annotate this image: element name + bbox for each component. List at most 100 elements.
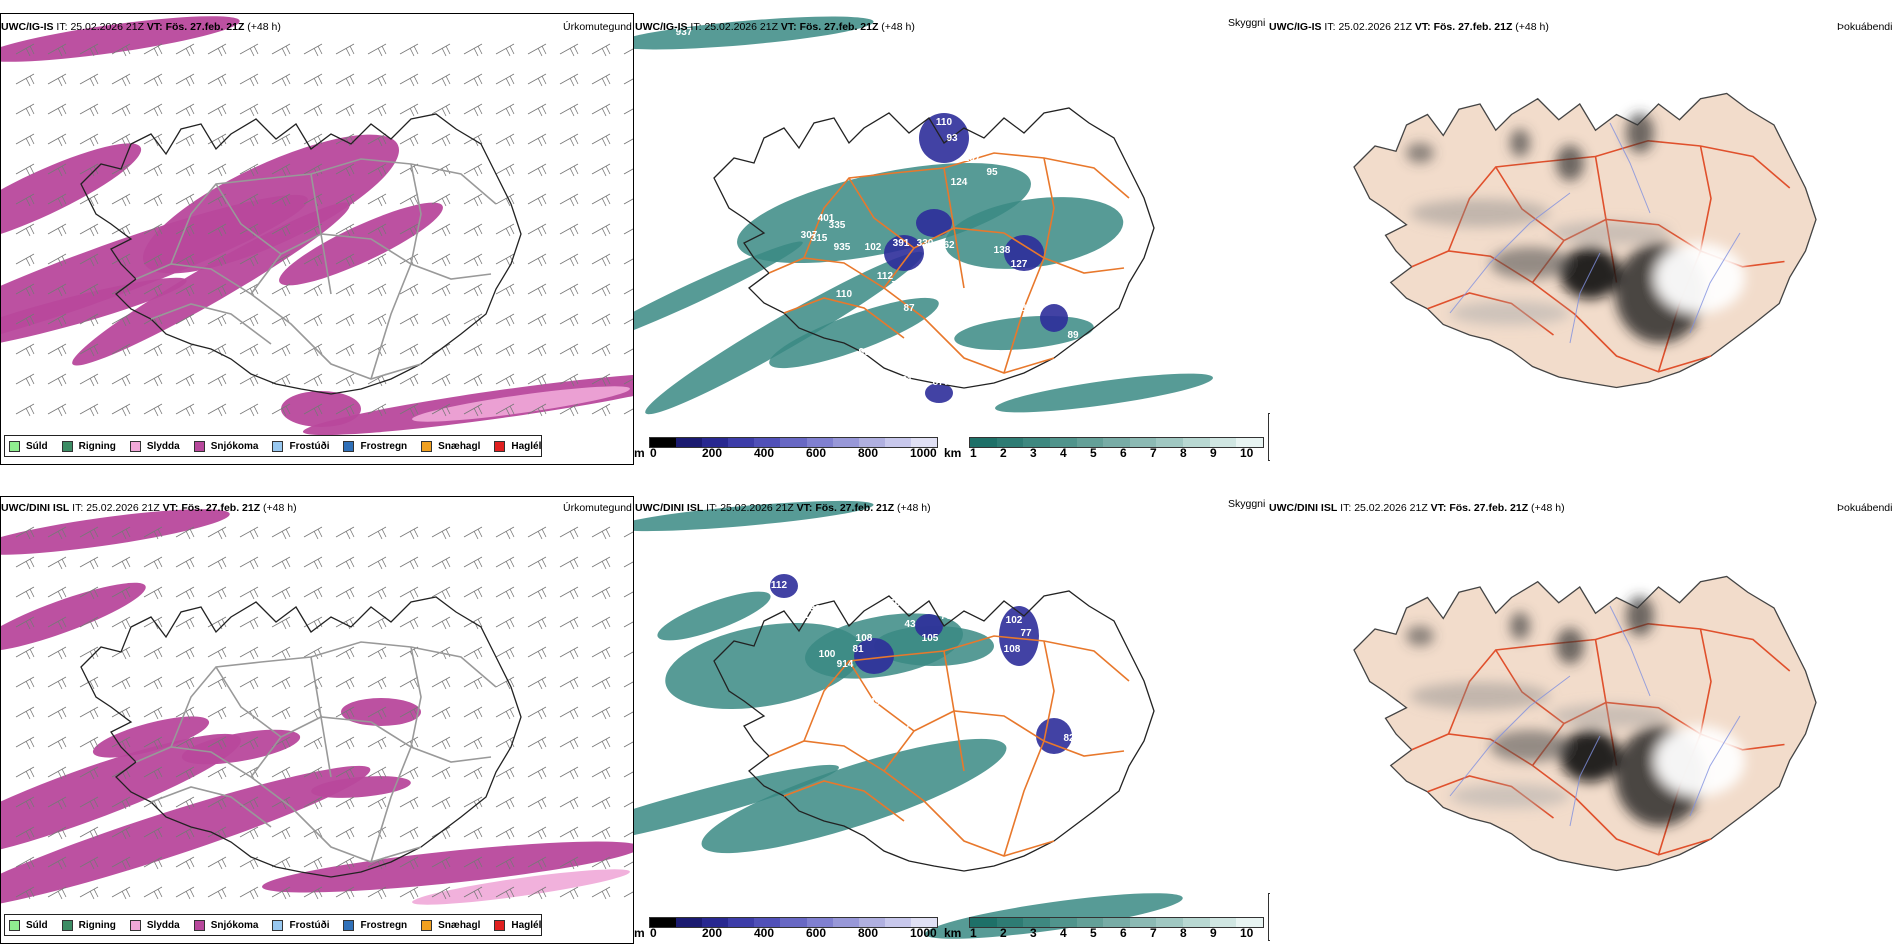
wind-barb [463, 886, 483, 900]
wind-barb [591, 886, 611, 900]
vt-prefix: VT: [1414, 21, 1431, 33]
wind-barb [527, 103, 547, 117]
colorbar-segment [1156, 438, 1184, 447]
colorbar-tick: 7 [1150, 446, 1157, 460]
wind-barb [623, 348, 633, 355]
wind-barb [367, 163, 387, 177]
wind-barb [591, 283, 611, 297]
wind-barb [591, 73, 611, 87]
wind-barb [15, 223, 35, 237]
wind-barb [239, 766, 259, 780]
colorbar-segment [806, 438, 833, 447]
cloud-base-colorbar [649, 917, 938, 928]
precip-legend-item: Rigning [61, 440, 116, 452]
colorbar-segment [1236, 438, 1264, 447]
wind-barb [271, 103, 291, 117]
wind-barb [367, 526, 387, 540]
wind-barb [303, 373, 323, 387]
wind-barb [47, 193, 67, 207]
wind-barb [495, 403, 515, 417]
wind-barb [15, 886, 35, 900]
legend-label: Súld [26, 919, 48, 931]
wind-barb [367, 586, 387, 600]
wind-barb [47, 133, 67, 147]
wind-barb [143, 223, 163, 237]
wind-barb [271, 223, 291, 237]
cloud-base-label: 769 [768, 55, 785, 66]
wind-barb [303, 43, 323, 57]
legend-label: Rigning [78, 919, 116, 931]
wind-barb [591, 313, 611, 327]
wind-barb [175, 886, 195, 900]
wind-barb [207, 766, 227, 780]
snow-band [341, 698, 421, 726]
colorbar-unit: m [634, 446, 645, 460]
legend-swatch [494, 440, 506, 452]
wind-barb [15, 73, 35, 87]
wind-barb [591, 586, 611, 600]
wind-barb [559, 313, 579, 327]
river-line [1609, 605, 1651, 697]
colorbar-tick: 600 [806, 446, 827, 460]
wind-barb [623, 591, 633, 598]
wind-barb [463, 73, 483, 87]
wind-barb [15, 616, 35, 630]
legend-swatch [129, 440, 141, 452]
fog-patch [1490, 730, 1570, 762]
wind-barb [367, 283, 387, 297]
wind-barb [367, 646, 387, 660]
cloud-depth-colorbar [969, 437, 1264, 448]
wind-barb [495, 133, 515, 147]
cloud-base-label: 62 [943, 240, 955, 251]
legend-label: Slydda [146, 919, 180, 931]
it-prefix: IT: [1340, 502, 1352, 514]
wind-barb [79, 73, 99, 87]
colorbar-tick: 10 [1240, 926, 1254, 940]
road-line [370, 163, 422, 380]
colorbar-segment [1209, 438, 1237, 447]
cloud-base-label: 43 [904, 619, 916, 630]
fog-patch [1655, 726, 1745, 796]
wind-barb [303, 103, 323, 117]
road-line [170, 641, 497, 748]
wind-barb [47, 73, 67, 87]
wind-barb [79, 736, 99, 750]
wind-barb [367, 223, 387, 237]
road-line [310, 173, 332, 295]
wind-barb [111, 736, 131, 750]
colorbar-segment [1049, 918, 1077, 927]
wind-barb [335, 73, 355, 87]
fog-patch [1550, 221, 1670, 245]
wind-barb [175, 163, 195, 177]
road-line [215, 666, 282, 738]
wind-barb [495, 556, 515, 570]
wind-barb [335, 163, 355, 177]
wind-barb [207, 103, 227, 117]
cloud-base-label: 401 [793, 610, 810, 621]
river-line [1609, 122, 1651, 214]
colorbar-tick: 800 [858, 446, 879, 460]
wind-barb [591, 736, 611, 750]
cloud-base-label: 148 [931, 728, 948, 739]
wind-barb [431, 193, 451, 207]
wind-barb [271, 343, 291, 357]
model-label: UWC/IG-IS [1, 21, 54, 33]
wind-barb [495, 103, 515, 117]
wind-barb [79, 133, 99, 147]
wind-barb [463, 103, 483, 117]
it-value: 25.02.2026 21Z [1338, 21, 1412, 33]
wind-barb [623, 651, 633, 658]
it-value: 25.02.2026 21Z [704, 21, 778, 33]
legend-label: Frostúði [289, 919, 330, 931]
river-line [1449, 192, 1571, 314]
vt-prefix: VT: [1430, 502, 1447, 514]
wind-barb [495, 586, 515, 600]
cloud-area [634, 500, 874, 532]
cloud-base-label: 315 [811, 233, 828, 244]
cloud-depth-ticks: km 1 2 3 4 5 6 7 8 9 10 [944, 446, 1274, 462]
wind-barb [47, 103, 67, 117]
fog-layer [1406, 113, 1745, 343]
precip-legend-item: Frostregn [343, 440, 407, 452]
cloud-base-label: 93 [946, 133, 958, 144]
colorbar-tick: 2 [1000, 446, 1007, 460]
